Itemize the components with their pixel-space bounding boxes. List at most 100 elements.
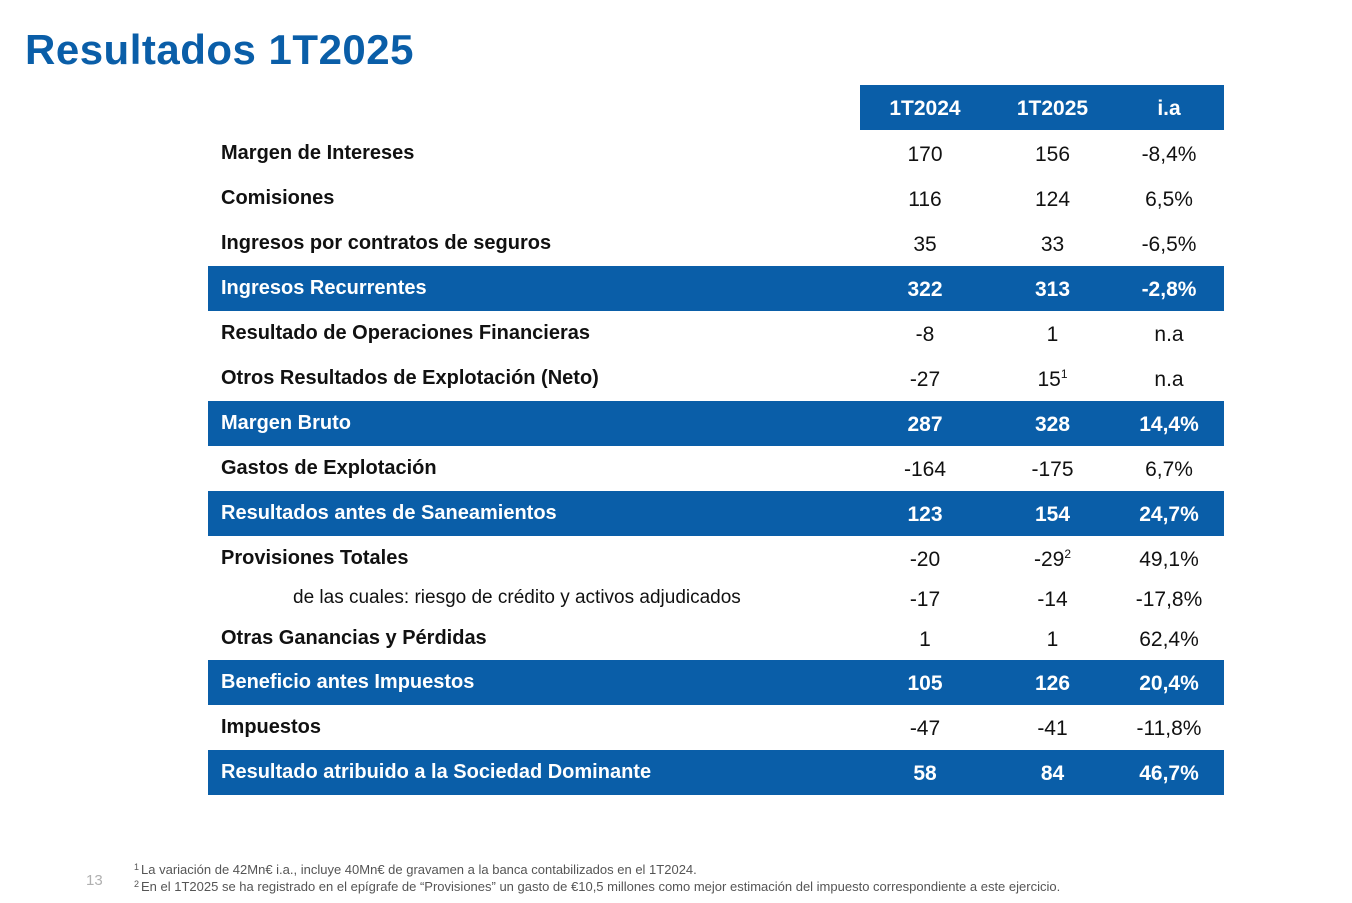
value-1t2024: -27 [909,368,941,391]
table-row: Resultado de Operaciones Financieras -8 1 n… [208,311,1224,356]
value-1t2025-number: 84 [1040,762,1065,785]
value-1t2024: 35 [913,233,937,256]
value-1t2024: -20 [909,548,941,571]
value-1t2024: -17 [909,588,941,611]
value-1t2025: 1 [990,616,1115,661]
table-row: Resultados antes de Saneamientos 123 154 24… [208,491,1224,536]
value-1t2024: 170 [907,143,943,166]
value-ia: -8,4% [1141,143,1197,166]
value-ia: -2,8% [1141,278,1197,301]
value-1t2025-number: -14 [1037,588,1068,611]
value-1t2024: -164 [903,458,947,481]
table-row: Ingresos por contratos de seguros 35 33 -6,… [208,221,1224,266]
value-1t2025-number: 124 [1034,188,1071,211]
table-row: de las cuales: riesgo de crédito y activ… [208,578,1224,618]
value-1t2025-number: 126 [1034,672,1071,695]
table-row: Ingresos Recurrentes 322 313 -2,8% [208,266,1224,311]
value-1t2025-number: -29 [1033,548,1065,571]
value-1t2024: 116 [908,188,942,211]
row-label: Ingresos Recurrentes [221,277,427,299]
row-label: Impuestos [221,716,322,738]
value-1t2024: 58 [913,762,937,785]
value-1t2024: 123 [907,503,943,526]
table-row: Provisiones Totales -20 -292 49,1% [208,536,1224,581]
value-1t2025-number: 33 [1040,233,1065,256]
row-label: Margen Bruto [221,412,351,434]
value-1t2025: 313 [990,266,1115,311]
footnote-marker: 2 [1064,547,1072,561]
row-label: Otros Resultados de Explotación (Neto) [221,367,599,389]
value-1t2024: -8 [915,323,935,346]
value-ia: n.a [1154,368,1184,391]
value-1t2024: 105 [907,672,943,695]
table-row: Resultado atribuido a la Sociedad Domina… [208,750,1224,795]
value-ia: 14,4% [1139,413,1199,436]
value-ia: -11,8% [1136,717,1202,740]
value-1t2025: 154 [990,491,1115,536]
value-ia: -6,5% [1141,233,1197,256]
value-1t2025: 33 [990,221,1115,266]
value-ia: 6,7% [1145,458,1193,481]
value-1t2024: 1 [919,628,931,651]
value-1t2025: -41 [990,705,1115,750]
row-label: Gastos de Explotación [221,457,437,479]
value-1t2024: 322 [907,278,943,301]
value-1t2025-number: 15 [1037,368,1061,391]
table-row: Otros Resultados de Explotación (Neto) -2… [208,356,1224,401]
row-label: Otras Ganancias y Pérdidas [221,627,487,649]
table-header: 1T2024 1T2025 i.a [860,85,1224,130]
footnote-marker: 1 [1060,367,1068,381]
table-row: Beneficio antes Impuestos 105 126 20,4% [208,660,1224,705]
row-label: Margen de Intereses [221,142,415,164]
table-row: Impuestos -47 -41 -11,8% [208,705,1224,750]
table-row: Margen de Intereses 170 156 -8,4% [208,131,1224,176]
value-1t2025-number: 328 [1034,413,1071,436]
row-label: Comisiones [221,187,335,209]
value-1t2025: 328 [990,401,1115,446]
value-ia: 20,4% [1139,672,1199,695]
value-1t2025-number: 1 [1046,628,1059,651]
value-ia: 24,7% [1139,503,1199,526]
value-1t2025-number: 1 [1046,323,1059,346]
footnote-2-text: En el 1T2025 se ha registrado en el epíg… [141,879,1061,894]
value-ia: 62,4% [1139,628,1199,651]
table-row: Gastos de Explotación -164 -175 6,7% [208,446,1224,491]
table-row: Comisiones 116 124 6,5% [208,176,1224,221]
value-1t2025: 151 [990,356,1115,401]
table-row: Margen Bruto 287 328 14,4% [208,401,1224,446]
footnote-2-mark: 2 [134,879,140,889]
header-ia: i.a [1157,97,1181,120]
header-1t2024: 1T2024 [889,97,961,120]
value-1t2025: 126 [990,660,1115,705]
footnote-1-mark: 1 [134,862,140,872]
value-1t2025-number: 156 [1034,143,1071,166]
row-label: Beneficio antes Impuestos [221,671,475,693]
value-ia: 46,7% [1139,762,1199,785]
value-1t2024: -47 [909,717,941,740]
row-label: Provisiones Totales [221,547,409,569]
value-1t2025-number: -175 [1031,458,1074,481]
row-label: Ingresos por contratos de seguros [221,232,552,254]
value-1t2025-number: -41 [1037,717,1068,740]
value-ia: -17,8% [1135,588,1203,611]
value-ia: 49,1% [1139,548,1199,571]
table-row: Otras Ganancias y Pérdidas 1 1 62,4% [208,616,1224,661]
value-1t2025: 124 [990,176,1115,221]
value-ia: 6,5% [1145,188,1193,211]
value-1t2025: 1 [990,311,1115,356]
row-label: Resultados antes de Saneamientos [221,502,557,524]
value-1t2025: -14 [990,578,1115,618]
value-1t2025: -175 [990,446,1115,491]
header-1t2025: 1T2025 [1016,97,1089,120]
value-1t2025-number: 154 [1034,503,1071,526]
footnote-2: 2 En el 1T2025 se ha registrado en el epí… [134,879,1060,894]
page-number: 13 [86,872,103,889]
row-label: de las cuales: riesgo de crédito y activ… [293,587,741,608]
row-label: Resultado atribuido a la Sociedad Domina… [221,761,652,783]
value-1t2024: 287 [907,413,943,436]
footnote-1: 1 La variación de 42Mn€ i.a., incluye 40M… [134,862,697,877]
page-title: Resultados 1T2025 [25,26,415,73]
row-label: Resultado de Operaciones Financieras [221,322,591,344]
value-ia: n.a [1154,323,1184,346]
footnote-1-text: La variación de 42Mn€ i.a., incluye 40Mn… [141,862,697,877]
